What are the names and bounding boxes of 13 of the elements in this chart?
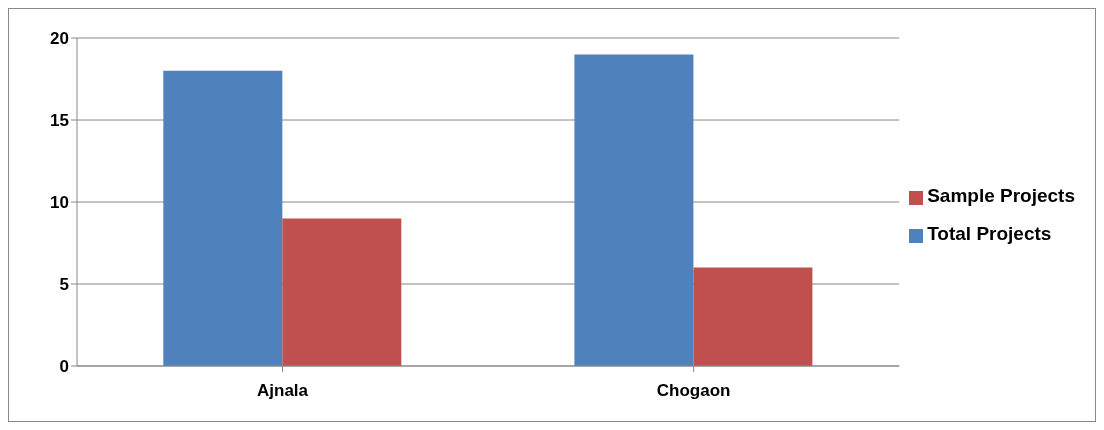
y-tick-label: 15 <box>50 111 69 131</box>
legend-label: Sample Projects <box>927 185 1075 206</box>
legend-label: Total Projects <box>927 223 1052 244</box>
x-tick-label: Ajnala <box>257 381 309 401</box>
bar <box>163 70 283 366</box>
bar <box>282 218 402 366</box>
bar <box>693 267 813 366</box>
x-tick-label: Chogaon <box>656 381 731 401</box>
y-tick-label: 5 <box>59 275 69 295</box>
bar <box>574 54 694 366</box>
y-tick-label: 0 <box>59 357 69 377</box>
y-tick-label: 10 <box>50 193 69 213</box>
y-tick-label: 20 <box>50 29 69 49</box>
